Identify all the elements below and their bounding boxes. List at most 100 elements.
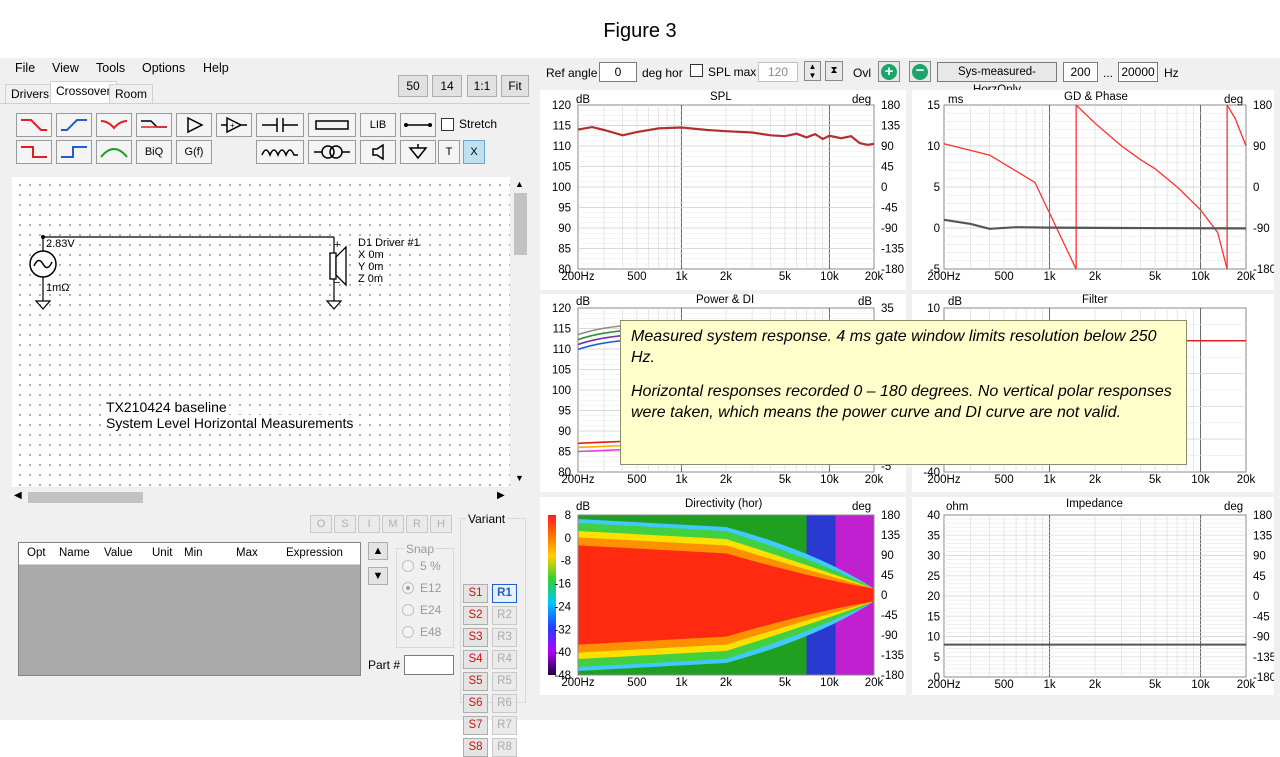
scroll-down-icon[interactable]: ▼	[515, 473, 524, 483]
canvas-horizontal-scrollbar[interactable]: ◀ ▶	[12, 489, 510, 506]
scroll-up-icon[interactable]: ▲	[515, 179, 524, 189]
variant-s8-button[interactable]: S8	[463, 738, 488, 757]
notch-red-tool[interactable]	[96, 113, 132, 137]
canvas-vertical-scrollbar[interactable]: ▲ ▼	[512, 177, 529, 487]
text-tool-button[interactable]: T	[438, 140, 460, 164]
stretch-label: Stretch	[459, 117, 498, 131]
add-dataset-button[interactable]: +	[878, 61, 900, 82]
spl-y-label: 90	[558, 223, 571, 235]
snap-radio-e12[interactable]	[402, 582, 414, 594]
move-up-icon[interactable]: ▲	[368, 542, 388, 560]
scroll-right-icon[interactable]: ▶	[497, 490, 505, 501]
ground-tool[interactable]	[400, 140, 436, 164]
zoom-1-1-button[interactable]: 1:1	[467, 75, 497, 97]
transformer-tool[interactable]	[308, 140, 356, 164]
snap-radio-5[interactable]	[402, 560, 414, 572]
col-name[interactable]: Name	[59, 547, 90, 559]
capacitor-tool[interactable]	[256, 113, 304, 137]
variant-r7-button[interactable]: R7	[492, 716, 517, 735]
parameter-table[interactable]: Opt Name Value Unit Min Max Expression	[18, 542, 361, 676]
lowpass-red-tool[interactable]	[16, 113, 52, 137]
col-value[interactable]: Value	[104, 547, 133, 559]
i-button[interactable]: I	[358, 515, 380, 533]
variant-s1-button[interactable]: S1	[463, 584, 488, 603]
amplifier-tool[interactable]	[176, 113, 212, 137]
wire-tool[interactable]	[400, 113, 436, 137]
highpass-step-tool[interactable]	[56, 140, 92, 164]
s-button[interactable]: S	[334, 515, 356, 533]
spl-max-input[interactable]: 120	[758, 62, 798, 82]
schematic-canvas[interactable]: 2.83V 1mΩ + − D1 Driver #1 X 0m Y 0m Z 0…	[12, 177, 510, 487]
variant-r1-button[interactable]: R1	[492, 584, 517, 603]
variant-s3-button[interactable]: S3	[463, 628, 488, 647]
variant-r8-button[interactable]: R8	[492, 738, 517, 757]
dataset-select[interactable]: Sys-measured-HorzOnly	[937, 62, 1057, 96]
stretch-checkbox[interactable]	[441, 118, 454, 131]
resistor-tool[interactable]	[308, 113, 356, 137]
biquad-button[interactable]: BiQ	[136, 140, 172, 164]
spl-y-label: 120	[552, 100, 571, 112]
m-button[interactable]: M	[382, 515, 404, 533]
menu-file[interactable]: File	[15, 61, 36, 75]
variant-s5-button[interactable]: S5	[463, 672, 488, 691]
speaker-tool[interactable]	[360, 140, 396, 164]
col-unit[interactable]: Unit	[152, 547, 173, 559]
snap-radio-e48[interactable]	[402, 626, 414, 638]
zoom-50-button[interactable]: 50	[398, 75, 428, 97]
directivity-graph[interactable]: 8 0 -8 -16 -24 -32 -40 -48 180 135 90 45 0 -45 -90 -135…	[540, 497, 906, 695]
shelf-tool[interactable]	[136, 113, 172, 137]
tab-room[interactable]: Room	[109, 84, 154, 104]
vertical-scroll-thumb[interactable]	[514, 193, 527, 255]
tab-crossover[interactable]: Crossover	[50, 81, 117, 104]
col-opt[interactable]: Opt	[27, 547, 46, 559]
variant-r4-button[interactable]: R4	[492, 650, 517, 669]
col-min[interactable]: Min	[184, 547, 203, 559]
impedance-graph[interactable]: 200Hz 500 1k 2k 5k 10k 20k 40 35 30 25 20 15 10 5 0 180 1…	[912, 497, 1274, 695]
snap-radio-e24[interactable]	[402, 604, 414, 616]
col-expression[interactable]: Expression	[286, 547, 343, 559]
lowpass-step-tool[interactable]	[16, 140, 52, 164]
freq-low-input[interactable]: 200	[1063, 62, 1098, 82]
variant-r6-button[interactable]: R6	[492, 694, 517, 713]
gd-phase-graph[interactable]: 200Hz 500 1k 2k 5k 10k 20k 15 10 5 0 -5 180 90 0 -90 -18…	[912, 90, 1274, 290]
library-button[interactable]: LIB	[360, 113, 396, 137]
fit-range-icon[interactable]: ⧗	[825, 61, 843, 81]
variant-r5-button[interactable]: R5	[492, 672, 517, 691]
buffer-tool[interactable]: +	[216, 113, 252, 137]
remove-dataset-button[interactable]: −	[909, 61, 931, 82]
scroll-left-icon[interactable]: ◀	[14, 490, 22, 501]
part-number-input[interactable]	[404, 655, 454, 675]
menu-tools[interactable]: Tools	[96, 61, 126, 75]
spl-max-checkbox[interactable]	[690, 64, 703, 77]
variant-r2-button[interactable]: R2	[492, 606, 517, 625]
ref-angle-input[interactable]: 0	[599, 62, 637, 82]
highpass-blue-tool[interactable]	[56, 113, 92, 137]
filter-unit-left: dB	[948, 296, 963, 308]
x-tool-button[interactable]: X	[463, 140, 485, 164]
tab-drivers[interactable]: Drivers	[5, 84, 55, 104]
o-button[interactable]: O	[310, 515, 332, 533]
bandpass-tool[interactable]	[96, 140, 132, 164]
zoom-fit-button[interactable]: Fit	[501, 75, 529, 97]
r-button[interactable]: R	[406, 515, 428, 533]
variant-s4-button[interactable]: S4	[463, 650, 488, 669]
col-max[interactable]: Max	[236, 547, 258, 559]
move-down-icon[interactable]: ▼	[368, 567, 388, 585]
inductor-tool[interactable]	[256, 140, 304, 164]
menu-help[interactable]: Help	[203, 61, 229, 75]
x-tick-label: 1k	[1043, 474, 1055, 486]
spin-updown-icon[interactable]: ▲ ▼	[804, 61, 821, 81]
zoom-14-button[interactable]: 14	[432, 75, 462, 97]
variant-s2-button[interactable]: S2	[463, 606, 488, 625]
directivity-scale-label: 0	[565, 533, 571, 545]
menu-view[interactable]: View	[52, 61, 79, 75]
variant-r3-button[interactable]: R3	[492, 628, 517, 647]
variant-s6-button[interactable]: S6	[463, 694, 488, 713]
gf-button[interactable]: G(f)	[176, 140, 212, 164]
freq-high-input[interactable]: 20000	[1118, 62, 1158, 82]
spl-graph[interactable]: 200Hz 500 1k 2k 5k 10k 20k 120 115 110 105 100 95 90 8…	[540, 90, 906, 290]
variant-s7-button[interactable]: S7	[463, 716, 488, 735]
menu-options[interactable]: Options	[142, 61, 186, 75]
horizontal-scroll-thumb[interactable]	[28, 492, 143, 503]
h-button[interactable]: H	[430, 515, 452, 533]
